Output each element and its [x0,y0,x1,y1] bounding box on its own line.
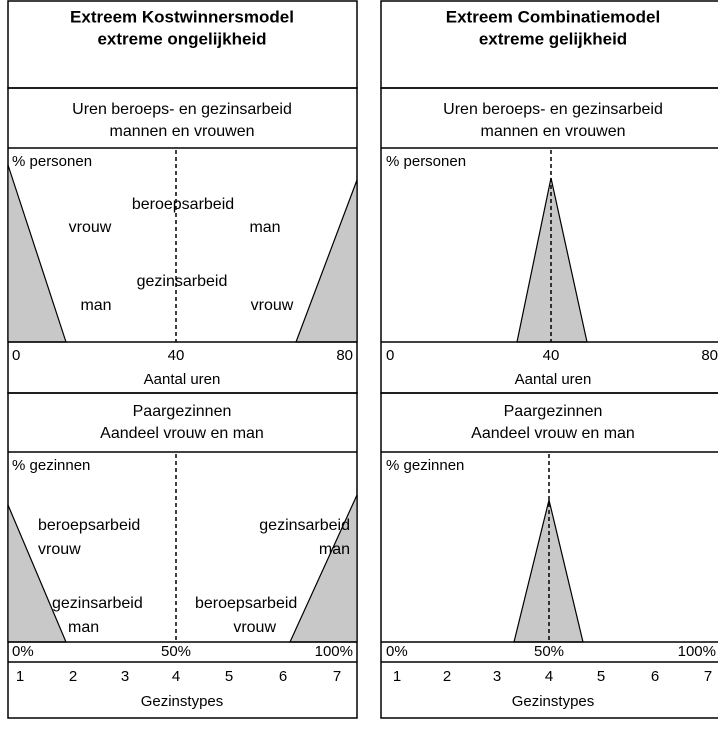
axis-label: 0% [386,643,408,660]
triangle [295,179,358,343]
type-label: 4 [545,668,553,685]
axis-label: 0 [12,347,20,364]
axis-label: 0% [12,643,34,660]
axis-label: 80 [336,347,353,364]
column-title: extreme ongelijkheid [97,29,266,48]
panel-title: Uren beroeps- en gezinsarbeid [443,101,663,118]
y-label: % personen [386,153,466,170]
panel-title: Paargezinnen [504,403,603,420]
axis-label: 50% [534,643,564,660]
column-title: Extreem Combinatiemodel [446,7,660,26]
axis-label: 100% [678,643,716,660]
x-label: Aantal uren [144,371,221,388]
type-labels: 1 2 3 4 5 6 7 [393,668,712,685]
type-label: 1 [393,668,401,685]
triangle [7,164,67,343]
label: vrouw [233,619,276,636]
triangle [516,177,588,343]
type-label: 5 [597,668,605,685]
axis-label: 40 [168,347,185,364]
panel-title: mannen en vrouwen [110,123,255,140]
type-label: 7 [704,668,712,685]
type-label: 3 [121,668,129,685]
panel-title: Aandeel vrouw en man [100,425,264,442]
column-title: extreme gelijkheid [479,29,627,48]
panel-title: mannen en vrouwen [481,123,626,140]
label: beroepsarbeid [132,196,234,213]
column-title: Extreem Kostwinnersmodel [70,7,294,26]
label: gezinsarbeid [259,517,350,534]
panel-title: Paargezinnen [133,403,232,420]
y-label: % gezinnen [386,457,464,474]
y-label: % personen [12,153,92,170]
type-labels: 1 2 3 4 5 6 7 [16,668,341,685]
type-label: 6 [279,668,287,685]
label: beroepsarbeid [38,517,140,534]
label: man [319,541,350,558]
x-label: Gezinstypes [512,693,595,710]
type-label: 3 [493,668,501,685]
type-label: 7 [333,668,341,685]
panel-box [380,392,718,719]
panel-title: Aandeel vrouw en man [471,425,635,442]
x-label: Aantal uren [515,371,592,388]
label: vrouw [251,297,294,314]
axis-label: 50% [161,643,191,660]
label: vrouw [69,219,112,236]
label: beroepsarbeid [195,595,297,612]
axis-label: 80 [701,347,718,364]
label: vrouw [38,541,81,558]
type-label: 5 [225,668,233,685]
type-label: 6 [651,668,659,685]
type-label: 2 [443,668,451,685]
triangle [513,499,584,643]
label: gezinsarbeid [52,595,143,612]
left-column: Extreem Kostwinnersmodel extreme ongelij… [7,0,358,719]
type-label: 1 [16,668,24,685]
axis-label: 100% [315,643,353,660]
axis-label: 0 [386,347,394,364]
x-label: Gezinstypes [141,693,224,710]
label: man [68,619,99,636]
right-column: Extreem Combinatiemodel extreme gelijkhe… [380,0,718,719]
label: man [80,297,111,314]
panel-title: Uren beroeps- en gezinsarbeid [72,101,292,118]
y-label: % gezinnen [12,457,90,474]
label: gezinsarbeid [137,273,228,290]
axis-label: 40 [543,347,560,364]
type-label: 2 [69,668,77,685]
label: man [249,219,280,236]
type-label: 4 [172,668,180,685]
